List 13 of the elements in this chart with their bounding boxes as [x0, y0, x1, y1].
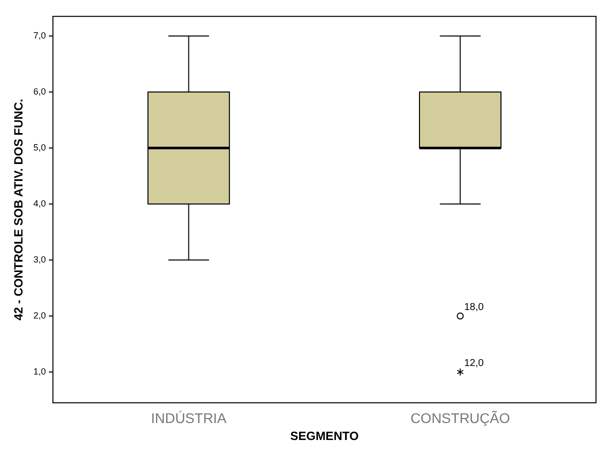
y-tick-label: 4,0	[33, 198, 46, 208]
x-tick-label: INDÚSTRIA	[150, 410, 228, 426]
x-tick-label: CONSTRUÇÃO	[410, 410, 510, 426]
y-tick-label: 2,0	[33, 310, 46, 320]
y-tick-label: 6,0	[33, 86, 46, 96]
y-axis-title: 42 - CONTROLE SOB ATIV. DOS FUNC.	[12, 98, 26, 320]
y-tick-label: 5,0	[33, 142, 46, 152]
y-tick-label: 1,0	[33, 366, 46, 376]
annotation: 18,0	[464, 302, 484, 313]
annotation: 12,0	[464, 358, 484, 369]
y-tick-label: 7,0	[33, 30, 46, 40]
x-axis-title: SEGMENTO	[290, 429, 359, 444]
y-tick-label: 3,0	[33, 254, 46, 264]
